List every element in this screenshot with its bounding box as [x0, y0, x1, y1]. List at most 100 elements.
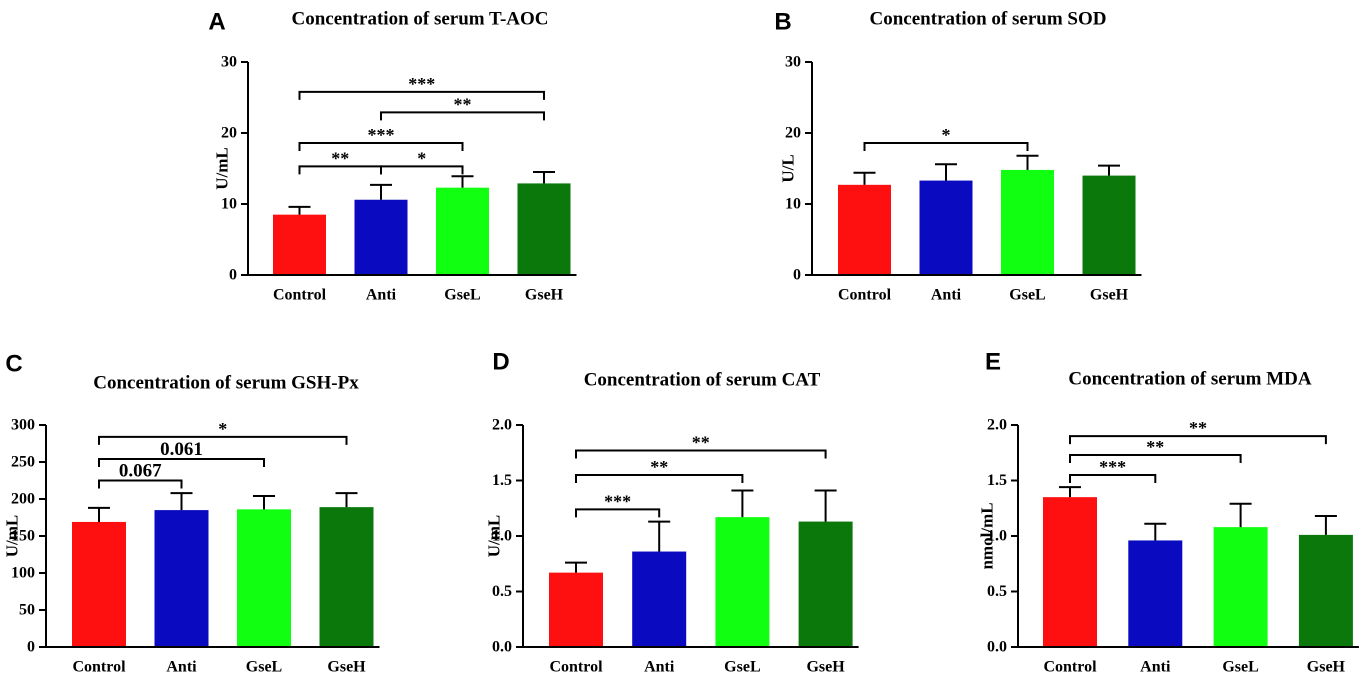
- y-tick-label: 2.0: [987, 417, 1007, 434]
- x-tick-label: GseH: [525, 287, 564, 304]
- y-tick-label: 0.5: [987, 583, 1007, 600]
- y-tick-label: 10: [785, 196, 801, 213]
- chart-panel-b: B Concentration of serum SOD U/L Control Ant…: [774, 8, 1142, 304]
- y-tick-label: 0: [229, 267, 237, 284]
- x-tick-label: GseL: [444, 287, 480, 304]
- bar-anti: [919, 180, 973, 275]
- y-tick-label: 250: [11, 454, 35, 471]
- panel-label: D: [492, 349, 509, 376]
- y-tick-label: 30: [785, 54, 801, 71]
- bar-gsel: [237, 509, 291, 647]
- significance-label: **: [692, 433, 710, 453]
- significance-label: ***: [368, 125, 395, 145]
- y-tick-label: 20: [221, 125, 237, 142]
- y-tick-label: 300: [11, 417, 35, 434]
- bar-anti: [354, 199, 408, 275]
- significance-label: 0.061: [160, 439, 203, 460]
- x-tick-label: GseL: [1009, 287, 1045, 304]
- panel-label: B: [774, 9, 791, 36]
- chart-title: Concentration of serum GSH-Px: [93, 372, 359, 393]
- significance-label: ***: [408, 74, 435, 94]
- bar-control: [72, 521, 126, 647]
- chart-panel-c: C Concentration of serum GSH-Px U/mL Contro…: [3, 351, 380, 673]
- y-tick-label: 150: [11, 528, 35, 545]
- x-tick-label: GseH: [806, 659, 845, 673]
- bar-control: [549, 572, 603, 647]
- panel-label: A: [208, 9, 225, 36]
- bar-anti: [154, 510, 209, 647]
- significance-bracket: [575, 473, 744, 483]
- bar-control: [273, 214, 326, 275]
- y-axis-label: nmol/mL: [978, 502, 997, 569]
- y-axis-label: U/mL: [485, 515, 504, 558]
- y-axis-label: U/mL: [3, 515, 22, 558]
- y-tick-label: 0: [27, 639, 35, 656]
- significance-bracket: [1069, 435, 1327, 445]
- significance-label: *: [417, 148, 426, 168]
- bar-gseh: [1298, 534, 1353, 647]
- panel-label: E: [985, 349, 1001, 376]
- chart-title: Concentration of serum MDA: [1068, 368, 1312, 389]
- y-tick-label: 1.0: [987, 528, 1007, 545]
- x-tick-label: Anti: [166, 659, 197, 673]
- significance-label: **: [1146, 437, 1164, 457]
- chart-title: Concentration of serum CAT: [584, 369, 821, 390]
- significance-bracket: [575, 449, 827, 459]
- y-tick-label: 1.0: [492, 528, 512, 545]
- x-tick-label: Anti: [1140, 659, 1171, 673]
- y-tick-label: 0.0: [987, 639, 1007, 656]
- x-tick-label: Control: [549, 659, 603, 673]
- significance-bracket: [863, 141, 1029, 151]
- x-tick-label: Anti: [366, 287, 397, 304]
- x-tick-label: Anti: [644, 659, 675, 673]
- chart-title: Concentration of serum SOD: [870, 8, 1107, 29]
- significance-bracket: [380, 165, 464, 175]
- x-tick-label: GseL: [1222, 659, 1258, 673]
- y-axis-label: U/L: [779, 154, 798, 182]
- bar-control: [838, 184, 891, 275]
- significance-bracket: [98, 479, 183, 489]
- bar-gseh: [1082, 175, 1136, 275]
- significance-label: ***: [604, 491, 631, 511]
- significance-label: *: [942, 125, 951, 145]
- x-tick-label: GseL: [724, 659, 760, 673]
- x-tick-label: Control: [1043, 659, 1097, 673]
- chart-title: Concentration of serum T-AOC: [291, 8, 548, 29]
- significance-bracket: [98, 435, 348, 445]
- significance-label: *: [218, 419, 227, 439]
- significance-label: **: [331, 148, 349, 168]
- bar-gseh: [517, 183, 571, 275]
- significance-bracket: [98, 458, 265, 468]
- x-tick-label: GseH: [1090, 287, 1129, 304]
- bar-anti: [632, 551, 687, 647]
- y-tick-label: 10: [221, 196, 237, 213]
- significance-bracket: [1069, 473, 1157, 483]
- bar-control: [1043, 497, 1097, 647]
- y-tick-label: 50: [19, 602, 35, 619]
- significance-bracket: [298, 141, 464, 151]
- y-tick-label: 1.5: [987, 472, 1007, 489]
- bar-gsel: [436, 187, 489, 275]
- significance-label: 0.067: [119, 461, 162, 482]
- significance-bracket: [575, 508, 661, 518]
- significance-bracket: [380, 111, 545, 121]
- significance-bracket: [298, 90, 545, 100]
- x-tick-label: Control: [838, 287, 892, 304]
- x-tick-label: GseL: [246, 659, 282, 673]
- bar-gsel: [1213, 527, 1268, 647]
- x-tick-label: Control: [72, 659, 126, 673]
- significance-label: ***: [1099, 457, 1126, 477]
- y-tick-label: 2.0: [492, 417, 512, 434]
- bar-gsel: [1001, 169, 1054, 275]
- significance-bracket: [1069, 453, 1242, 463]
- y-tick-label: 0.0: [492, 639, 512, 656]
- chart-panel-e: E Concentration of serum MDA nmol/mL Contro…: [978, 349, 1359, 673]
- significance-label: **: [650, 457, 668, 477]
- y-tick-label: 0: [793, 267, 801, 284]
- x-tick-label: GseH: [327, 659, 366, 673]
- bar-gsel: [715, 517, 770, 647]
- bar-gseh: [798, 521, 853, 647]
- x-tick-label: Anti: [931, 287, 962, 304]
- y-tick-label: 20: [785, 125, 801, 142]
